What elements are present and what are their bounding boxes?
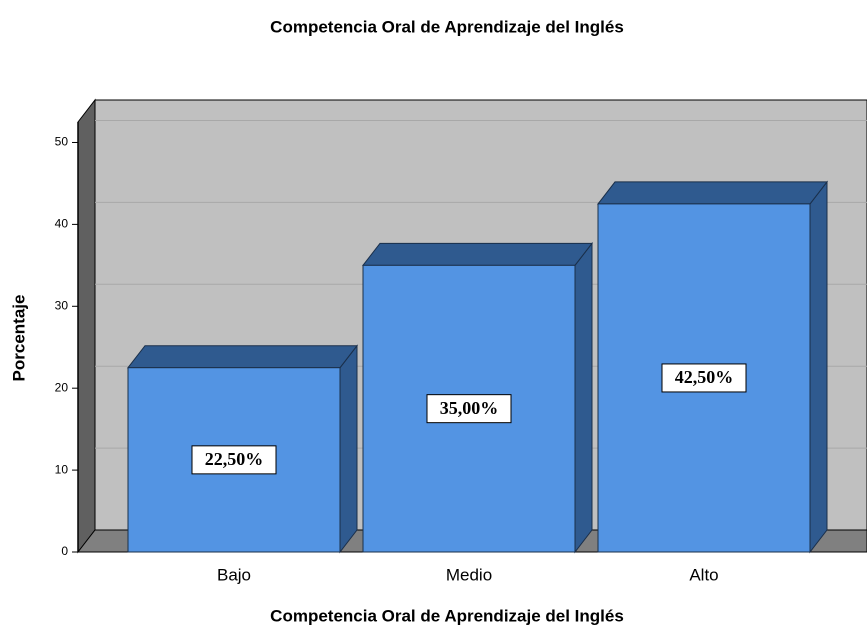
value-label-box: [426, 394, 512, 424]
bar-top: [596, 181, 829, 205]
side-wall: [77, 98, 96, 554]
value-label-box: [191, 445, 277, 475]
y-tick-label: 30: [55, 298, 69, 312]
value-label-box: [661, 363, 747, 393]
bar-top: [361, 242, 594, 266]
chart-title: Competencia Oral de Aprendizaje del Ingl…: [270, 17, 624, 36]
y-axis-label: Porcentaje: [9, 295, 28, 382]
y-tick-label: 40: [55, 217, 69, 231]
y-tick-label: 50: [55, 135, 69, 149]
x-axis-label: Competencia Oral de Aprendizaje del Ingl…: [270, 606, 624, 625]
bar-side: [339, 344, 358, 554]
bar-side: [574, 241, 593, 554]
y-tick-label: 10: [55, 462, 69, 476]
y-tick-label: 0: [61, 544, 68, 558]
value-label: 22,50%: [205, 449, 264, 469]
value-label: 35,00%: [440, 398, 499, 418]
y-tick-label: 20: [55, 380, 69, 394]
x-tick-label: Medio: [446, 565, 492, 584]
x-tick-label: Alto: [689, 565, 718, 584]
value-label: 42,50%: [675, 367, 734, 387]
bar-side: [809, 180, 828, 554]
bar-top: [126, 345, 359, 369]
x-tick-label: Bajo: [217, 565, 251, 584]
